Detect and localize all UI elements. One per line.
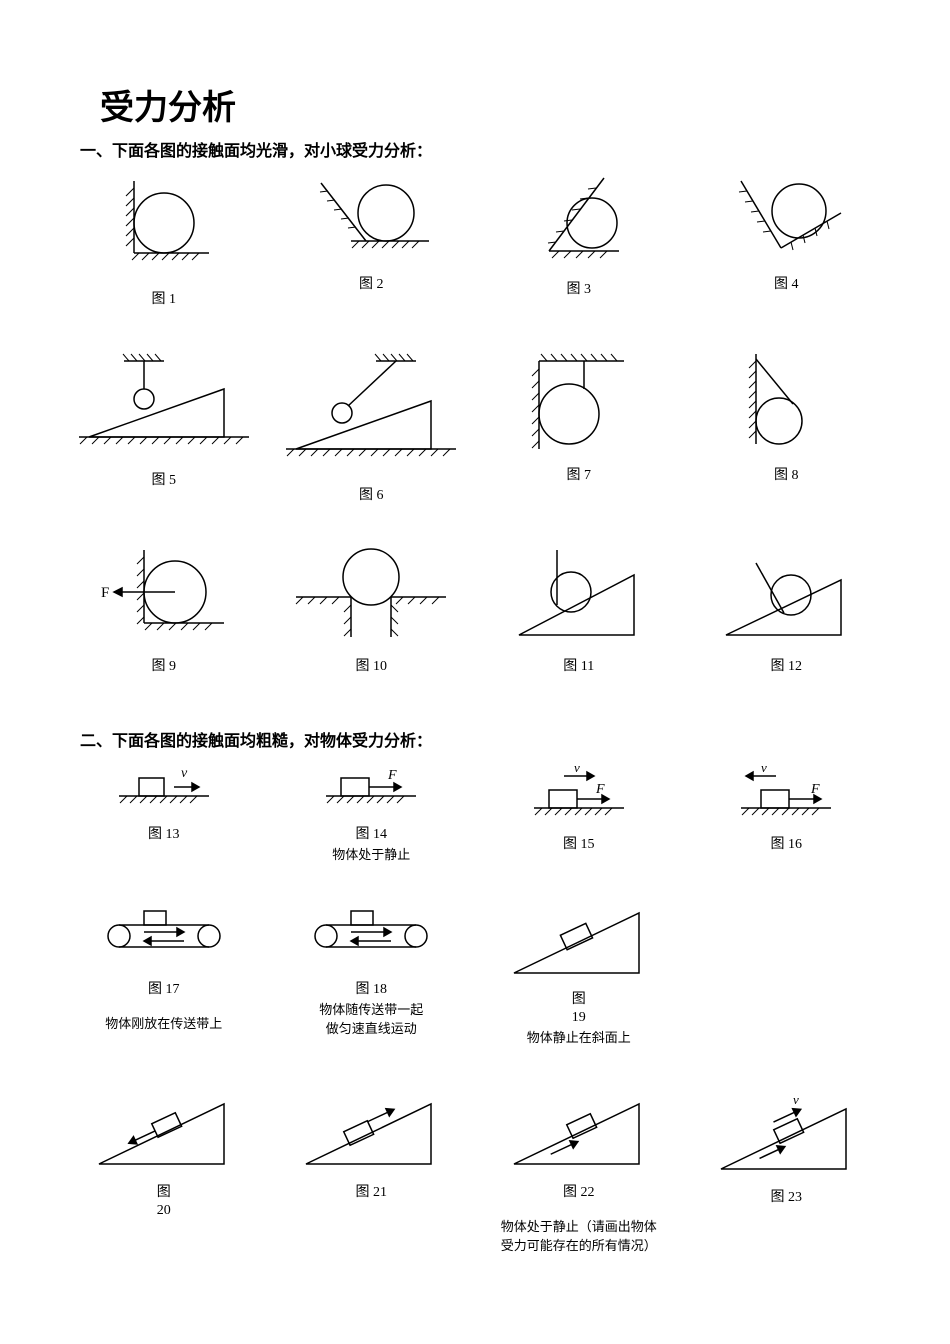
fig-22-label: 图 22: [485, 1184, 673, 1202]
fig-14-note: 物体处于静止: [278, 844, 466, 863]
section-1-heading: 一、下面各图的接触面均光滑，对小球受力分析：: [80, 137, 950, 161]
fig-19: 图 19 物体静止在斜面上: [485, 903, 673, 1046]
fig-18: 图 18 物体随传送带一起 做匀速直线运动: [278, 903, 466, 1046]
section-2-heading: 二、下面各图的接触面均粗糙，对物体受力分析：: [80, 727, 950, 751]
fig-15-label: 图 15: [485, 836, 673, 854]
fig-7: 图 7: [485, 349, 673, 505]
fig-6-label: 图 6: [278, 487, 466, 505]
fig-10-label: 图 10: [278, 658, 466, 676]
fig-23-label: 图 23: [693, 1189, 881, 1207]
fig-20: 图 20: [70, 1086, 258, 1254]
empty-cell: [693, 903, 881, 1046]
section-1-grid: 图 1 图 2 图 3 图 4 图 5 图 6 图 7 图 8 F 图 9 图 …: [0, 173, 950, 677]
fig-19-label-a: 图: [572, 992, 586, 1007]
fig-8-label: 图 8: [693, 467, 881, 485]
fig-20-label-b: 20: [157, 1203, 171, 1218]
fig-22-note-b: 受力可能存在的所有情况）: [485, 1235, 673, 1254]
fig-16: v F 图 16: [693, 763, 881, 863]
fig-10: 图 10: [278, 545, 466, 676]
fig-14-label: 图 14: [278, 826, 466, 844]
fig-8: 图 8: [693, 349, 881, 505]
fig-2: 图 2: [278, 173, 466, 309]
fig-4-label: 图 4: [693, 276, 881, 294]
fig-22: 图 22 物体处于静止（请画出物体 受力可能存在的所有情况）: [485, 1086, 673, 1254]
fig-18-label: 图 18: [278, 981, 466, 999]
section-2-grid: v 图 13 F 图 14 物体处于静止 v F 图 15 v F 图 16 图…: [0, 763, 950, 1255]
fig-23: v 图 23: [693, 1086, 881, 1254]
fig-21: 图 21: [278, 1086, 466, 1254]
fig-7-label: 图 7: [485, 467, 673, 485]
fig-5-label: 图 5: [70, 472, 258, 490]
fig-13-label: 图 13: [70, 826, 258, 844]
fig-4: 图 4: [693, 173, 881, 309]
fig-18-note-b: 做匀速直线运动: [278, 1018, 466, 1037]
v-label: v: [761, 763, 767, 775]
fig-22-note-a: 物体处于静止（请画出物体: [485, 1216, 673, 1235]
fig-11: 图 11: [485, 545, 673, 676]
fig-15: v F 图 15: [485, 763, 673, 863]
F-label: F: [810, 782, 820, 797]
fig-5: 图 5: [70, 349, 258, 505]
fig-17-label: 图 17: [70, 981, 258, 999]
fig-12: 图 12: [693, 545, 881, 676]
v-label: v: [181, 766, 188, 781]
fig-11-label: 图 11: [485, 658, 673, 676]
v-label: v: [793, 1092, 799, 1107]
v-label: v: [574, 763, 580, 775]
fig-16-label: 图 16: [693, 836, 881, 854]
fig-17: 图 17 物体刚放在传送带上: [70, 903, 258, 1046]
fig-3-label: 图 3: [485, 281, 673, 299]
fig-18-note-a: 物体随传送带一起: [278, 999, 466, 1018]
fig-2-label: 图 2: [278, 276, 466, 294]
fig-9: F 图 9: [70, 545, 258, 676]
F-label: F: [595, 782, 605, 797]
fig-13: v 图 13: [70, 763, 258, 863]
page-title: 受力分析: [100, 80, 950, 129]
fig-19-note: 物体静止在斜面上: [485, 1027, 673, 1046]
fig-6: 图 6: [278, 349, 466, 505]
fig-14: F 图 14 物体处于静止: [278, 763, 466, 863]
fig-20-label-a: 图: [157, 1185, 171, 1200]
fig-1: 图 1: [70, 173, 258, 309]
fig-1-label: 图 1: [70, 291, 258, 309]
fig-3: 图 3: [485, 173, 673, 309]
force-label: F: [101, 585, 109, 601]
fig-19-label-b: 19: [572, 1010, 586, 1025]
F-label: F: [387, 768, 397, 783]
fig-21-label: 图 21: [278, 1184, 466, 1202]
fig-17-note: 物体刚放在传送带上: [70, 1013, 258, 1032]
fig-9-label: 图 9: [70, 658, 258, 676]
fig-12-label: 图 12: [693, 658, 881, 676]
